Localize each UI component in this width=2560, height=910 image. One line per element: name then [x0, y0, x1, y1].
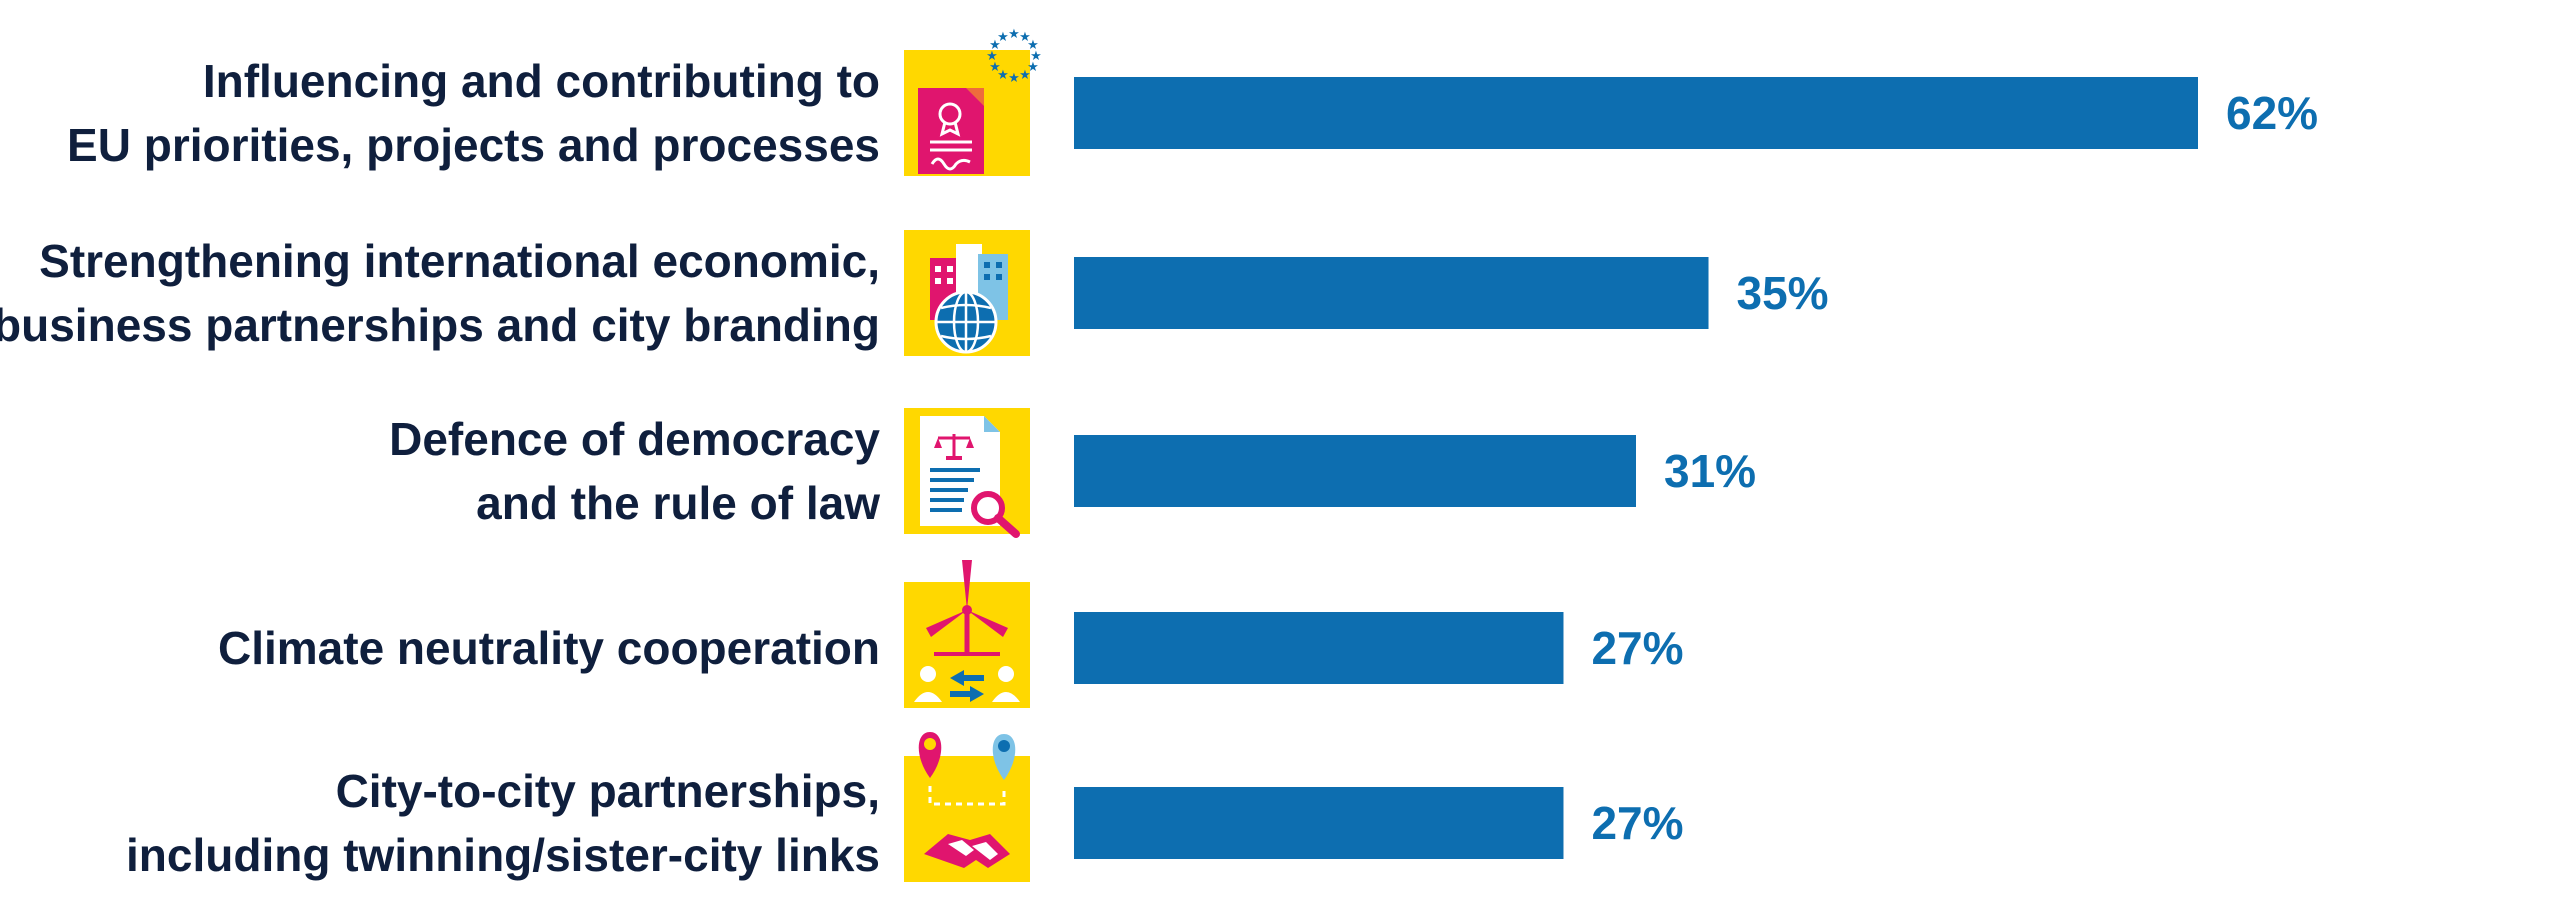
category-icons: ★ ★ ★ ★ ★ ★ ★ ★ ★ ★ ★ ★ [904, 27, 1042, 882]
svg-text:★: ★ [1008, 71, 1020, 86]
category-label-2: Strengthening international economic, bus… [0, 235, 880, 351]
eu-document-icon: ★ ★ ★ ★ ★ ★ ★ ★ ★ ★ ★ ★ [904, 27, 1042, 176]
svg-text:★: ★ [986, 49, 998, 64]
category-label-3: Defence of democracy and the rule of law [389, 413, 880, 529]
category-label-line: and the rule of law [476, 477, 880, 529]
svg-text:★: ★ [989, 38, 1001, 53]
svg-text:★: ★ [1027, 38, 1039, 53]
category-label-line: Climate neutrality cooperation [218, 622, 880, 674]
category-label-4: Climate neutrality cooperation [218, 622, 880, 674]
value-label-1: 62% [2226, 87, 2318, 139]
bar-4 [1074, 612, 1564, 684]
category-label-line: Defence of democracy [389, 413, 880, 465]
svg-text:★: ★ [989, 60, 1001, 75]
city-globe-icon [904, 230, 1030, 356]
category-label-1: Influencing and contributing to EU priori… [67, 55, 880, 171]
bar-2 [1074, 257, 1709, 329]
svg-text:★: ★ [1019, 30, 1031, 45]
category-label-5: City-to-city partnerships, including twin… [126, 765, 880, 881]
map-pins-handshake-icon [904, 732, 1030, 882]
value-label-4: 27% [1591, 622, 1683, 674]
category-label-line: EU priorities, projects and processes [67, 119, 880, 171]
bars [1074, 77, 2198, 859]
bar-1 [1074, 77, 2198, 149]
category-label-line: City-to-city partnerships, [336, 765, 880, 817]
wind-turbine-exchange-icon [904, 560, 1030, 708]
svg-text:★: ★ [1027, 60, 1039, 75]
value-label-5: 27% [1591, 797, 1683, 849]
category-label-line: Strengthening international economic, [39, 235, 880, 287]
svg-text:★: ★ [1030, 49, 1042, 64]
category-label-line: business partnerships and city branding [0, 299, 880, 351]
bar-5 [1074, 787, 1564, 859]
value-label-3: 31% [1664, 445, 1756, 497]
value-label-2: 35% [1737, 267, 1829, 319]
category-label-line: including twinning/sister-city links [126, 829, 880, 881]
scales-document-magnifier-icon [904, 408, 1030, 538]
svg-text:★: ★ [1019, 68, 1031, 83]
svg-text:★: ★ [1008, 27, 1020, 42]
svg-text:★: ★ [997, 30, 1009, 45]
category-labels: Influencing and contributing to EU priori… [0, 55, 880, 881]
category-label-line: Influencing and contributing to [203, 55, 880, 107]
svg-text:★: ★ [997, 68, 1009, 83]
value-labels: 62% 35% 31% 27% 27% [1591, 87, 2318, 849]
bar-3 [1074, 435, 1636, 507]
